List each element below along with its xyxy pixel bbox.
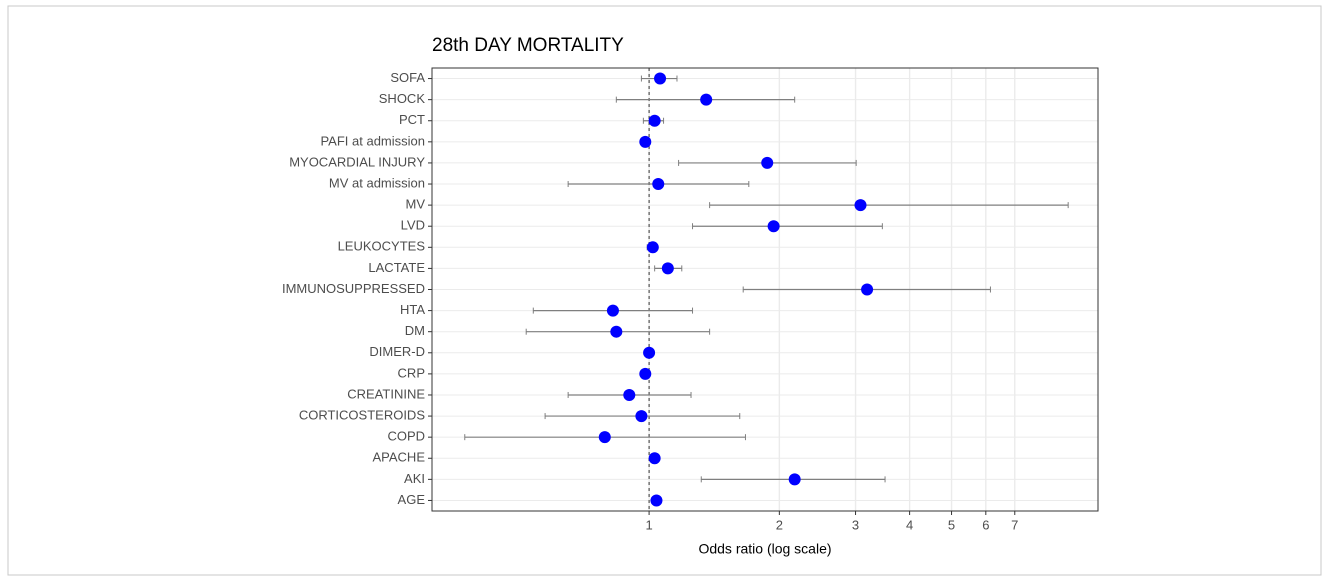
point [767, 220, 780, 233]
point [788, 473, 801, 486]
point [646, 241, 659, 254]
point [598, 431, 611, 444]
y-tick-label: PCT [399, 112, 425, 127]
point [650, 494, 663, 507]
x-tick-label: 3 [852, 517, 859, 532]
y-tick-label: IMMUNOSUPPRESSED [282, 281, 425, 296]
y-tick-label: DM [405, 323, 425, 338]
y-tick-label: AGE [398, 492, 426, 507]
point [643, 346, 656, 359]
point [654, 72, 667, 85]
y-tick-label: MV at admission [329, 175, 425, 190]
point [623, 388, 636, 401]
y-tick-label: PAFI at admission [320, 133, 425, 148]
y-tick-label: APACHE [373, 450, 426, 465]
y-tick-label: LACTATE [368, 260, 425, 275]
y-tick-label: LVD [401, 218, 425, 233]
point [648, 452, 661, 465]
plot-border [431, 67, 1099, 512]
x-tick-label: 2 [776, 517, 783, 532]
y-tick-label: COPD [387, 429, 425, 444]
point [700, 93, 713, 106]
point [761, 156, 774, 169]
y-tick-label: CRP [398, 365, 425, 380]
y-tick-label: DIMER-D [369, 344, 425, 359]
y-tick-label: MYOCARDIAL INJURY [289, 154, 425, 169]
x-tick-label: 5 [948, 517, 955, 532]
y-tick-label: CORTICOSTEROIDS [299, 408, 425, 423]
y-tick-label: CREATININE [347, 386, 425, 401]
x-tick-label: 1 [645, 517, 652, 532]
y-tick-label: LEUKOCYTES [338, 239, 426, 254]
point [610, 325, 623, 338]
point [606, 304, 619, 317]
x-tick-label: 6 [982, 517, 989, 532]
x-tick-label: 7 [1011, 517, 1018, 532]
chart-title: 28th DAY MORTALITY [432, 35, 624, 56]
point [639, 135, 652, 148]
x-axis-label: Odds ratio (log scale) [698, 541, 831, 557]
point [854, 199, 867, 212]
y-tick-label: MV [406, 197, 426, 212]
frame [7, 5, 1322, 576]
y-tick-label: SOFA [390, 70, 425, 85]
x-tick-label: 4 [906, 517, 913, 532]
point [639, 367, 652, 380]
y-tick-label: AKI [404, 471, 425, 486]
point [661, 262, 674, 275]
y-tick-label: SHOCK [379, 91, 426, 106]
point [635, 410, 648, 423]
point [648, 114, 661, 127]
y-tick-label: HTA [400, 302, 425, 317]
point [652, 178, 665, 191]
point [861, 283, 874, 296]
